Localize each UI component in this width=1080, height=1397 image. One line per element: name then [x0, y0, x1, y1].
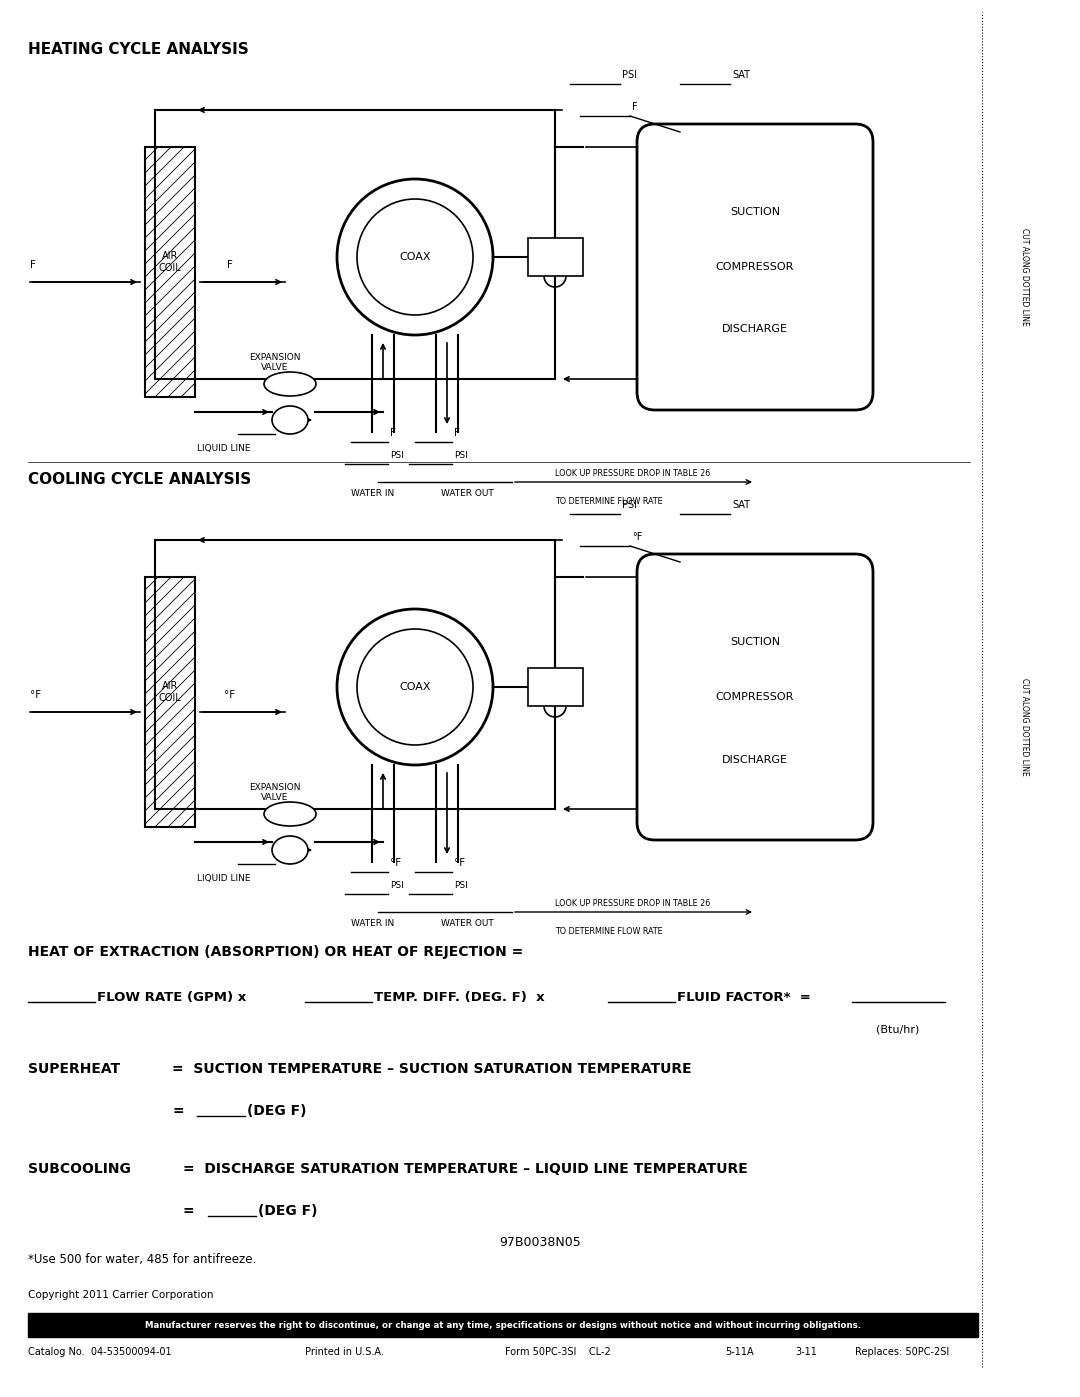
Text: (DEG F): (DEG F) [247, 1104, 307, 1118]
Text: AIR
COIL: AIR COIL [159, 682, 181, 703]
Text: COAX: COAX [400, 251, 431, 263]
Text: =: = [183, 1204, 194, 1218]
Circle shape [357, 629, 473, 745]
Text: LOOK UP PRESSURE DROP IN TABLE 26: LOOK UP PRESSURE DROP IN TABLE 26 [555, 900, 711, 908]
Text: SUPERHEAT: SUPERHEAT [28, 1062, 120, 1076]
Text: °F: °F [632, 532, 643, 542]
Text: LIQUID LINE: LIQUID LINE [197, 444, 251, 453]
Text: FLUID FACTOR*  =: FLUID FACTOR* = [677, 990, 811, 1003]
Text: SAT: SAT [732, 70, 750, 80]
Text: WATER IN: WATER IN [351, 489, 394, 497]
Bar [527, 237, 582, 277]
Text: (DEG F): (DEG F) [258, 1204, 318, 1218]
Text: WATER IN: WATER IN [351, 919, 394, 928]
Text: Replaces: 50PC-2SI: Replaces: 50PC-2SI [855, 1347, 949, 1356]
Text: PSI: PSI [454, 451, 468, 460]
Text: (Btu/hr): (Btu/hr) [876, 1025, 920, 1035]
Bar [145, 577, 195, 827]
Bar [527, 668, 582, 705]
Bar [28, 1313, 978, 1337]
Text: °F: °F [454, 858, 465, 868]
FancyBboxPatch shape [637, 555, 873, 840]
Text: COOLING CYCLE ANALYSIS: COOLING CYCLE ANALYSIS [28, 472, 252, 488]
Bar [145, 147, 195, 397]
Circle shape [357, 198, 473, 314]
Text: SAT: SAT [732, 500, 750, 510]
Text: LIQUID LINE: LIQUID LINE [197, 875, 251, 883]
Text: F: F [30, 260, 36, 270]
Text: °F: °F [225, 690, 235, 700]
Text: TO DETERMINE FLOW RATE: TO DETERMINE FLOW RATE [555, 928, 663, 936]
Text: *Use 500 for water, 485 for antifreeze.: *Use 500 for water, 485 for antifreeze. [28, 1253, 256, 1266]
Text: WATER OUT: WATER OUT [441, 919, 494, 928]
Text: CUT ALONG DOTTED LINE: CUT ALONG DOTTED LINE [1021, 678, 1029, 775]
FancyBboxPatch shape [637, 124, 873, 409]
Text: F: F [632, 102, 637, 112]
Text: °F: °F [390, 858, 401, 868]
Text: HEAT OF EXTRACTION (ABSORPTION) OR HEAT OF REJECTION =: HEAT OF EXTRACTION (ABSORPTION) OR HEAT … [28, 944, 523, 958]
Circle shape [337, 179, 492, 335]
Ellipse shape [264, 802, 316, 826]
Text: AIR
COIL: AIR COIL [159, 251, 181, 272]
Text: °F: °F [30, 690, 41, 700]
Text: =  DISCHARGE SATURATION TEMPERATURE – LIQUID LINE TEMPERATURE: = DISCHARGE SATURATION TEMPERATURE – LIQ… [183, 1162, 747, 1176]
Text: °F: °F [276, 849, 287, 861]
Text: SUCTION: SUCTION [730, 637, 780, 647]
Text: 97B0038N05: 97B0038N05 [499, 1235, 581, 1249]
Text: EXPANSION
VALVE: EXPANSION VALVE [249, 352, 300, 372]
Text: EXPANSION
VALVE: EXPANSION VALVE [249, 782, 300, 802]
Text: =  SUCTION TEMPERATURE – SUCTION SATURATION TEMPERATURE: = SUCTION TEMPERATURE – SUCTION SATURATI… [172, 1062, 691, 1076]
Text: PSI: PSI [622, 500, 637, 510]
Text: =: = [172, 1104, 184, 1118]
Circle shape [337, 609, 492, 766]
Text: F: F [454, 427, 460, 439]
Text: Form 50PC-3SI    CL-2: Form 50PC-3SI CL-2 [505, 1347, 611, 1356]
Text: FLOW RATE (GPM) x: FLOW RATE (GPM) x [97, 990, 246, 1003]
Text: PSI: PSI [454, 882, 468, 890]
Ellipse shape [264, 372, 316, 395]
Text: COMPRESSOR: COMPRESSOR [716, 263, 794, 272]
Text: Manufacturer reserves the right to discontinue, or change at any time, specifica: Manufacturer reserves the right to disco… [145, 1320, 861, 1330]
Text: PSI: PSI [390, 451, 404, 460]
Text: Copyright 2011 Carrier Corporation: Copyright 2011 Carrier Corporation [28, 1289, 214, 1301]
Text: 3-11: 3-11 [795, 1347, 816, 1356]
Text: WATER OUT: WATER OUT [441, 489, 494, 497]
Text: SUCTION: SUCTION [730, 207, 780, 217]
Ellipse shape [272, 407, 308, 434]
Text: COMPRESSOR: COMPRESSOR [716, 692, 794, 703]
Text: PSI: PSI [622, 70, 637, 80]
Ellipse shape [272, 835, 308, 863]
Text: DISCHARGE: DISCHARGE [723, 754, 788, 764]
Text: TO DETERMINE FLOW RATE: TO DETERMINE FLOW RATE [555, 497, 663, 506]
Text: PSI: PSI [390, 882, 404, 890]
Text: F: F [276, 420, 282, 430]
Text: F: F [227, 260, 233, 270]
Text: 5-11A: 5-11A [725, 1347, 754, 1356]
Text: TEMP. DIFF. (DEG. F)  x: TEMP. DIFF. (DEG. F) x [374, 990, 544, 1003]
Text: F: F [390, 427, 396, 439]
Text: HEATING CYCLE ANALYSIS: HEATING CYCLE ANALYSIS [28, 42, 248, 57]
Text: SUBCOOLING: SUBCOOLING [28, 1162, 131, 1176]
Text: DISCHARGE: DISCHARGE [723, 324, 788, 334]
Text: CUT ALONG DOTTED LINE: CUT ALONG DOTTED LINE [1021, 228, 1029, 326]
Text: LOOK UP PRESSURE DROP IN TABLE 26: LOOK UP PRESSURE DROP IN TABLE 26 [555, 469, 711, 478]
Text: Catalog No.  04-53500094-01: Catalog No. 04-53500094-01 [28, 1347, 172, 1356]
Text: Printed in U.S.A.: Printed in U.S.A. [305, 1347, 383, 1356]
Text: COAX: COAX [400, 682, 431, 692]
